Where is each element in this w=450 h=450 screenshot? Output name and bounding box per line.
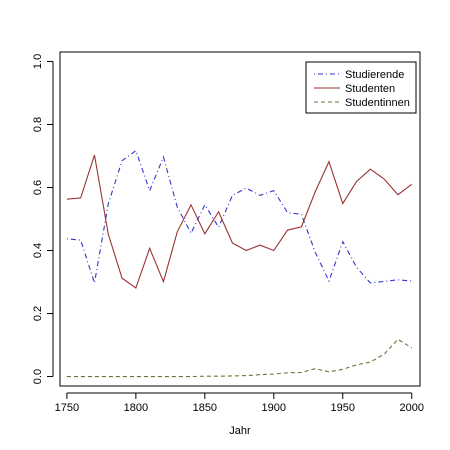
x-tick-label: 1800 xyxy=(124,402,148,414)
x-axis: 1750 1800 1850 1900 1950 2000 xyxy=(55,392,424,414)
y-tick-label: 0.8 xyxy=(32,117,44,132)
y-axis: 0.0 0.2 0.4 0.6 0.8 1.0 xyxy=(32,54,54,384)
x-tick-label: 1900 xyxy=(262,402,286,414)
x-tick-label: 1950 xyxy=(331,402,355,414)
y-tick-label: 0.4 xyxy=(32,243,44,258)
x-tick-label: 2000 xyxy=(399,402,423,414)
x-tick-label: 1850 xyxy=(193,402,217,414)
series-layer xyxy=(66,149,413,378)
legend-label: Studierende xyxy=(345,69,404,81)
plot-frame xyxy=(59,51,421,387)
y-tick-label: 1.0 xyxy=(32,54,44,69)
series-line-studentinnen xyxy=(66,338,413,378)
y-tick-label: 0.0 xyxy=(32,369,44,384)
y-tick-label: 0.2 xyxy=(32,306,44,321)
y-tick-label: 0.6 xyxy=(32,180,44,195)
x-axis-title: Jahr xyxy=(229,425,251,437)
legend: Studierende Studenten Studentinnen xyxy=(305,61,417,114)
legend-label: Studenten xyxy=(345,83,395,95)
legend-label: Studentinnen xyxy=(345,97,410,109)
series-line-studierende xyxy=(66,149,412,284)
series-line-studenten xyxy=(66,154,413,289)
x-tick-label: 1750 xyxy=(55,402,79,414)
